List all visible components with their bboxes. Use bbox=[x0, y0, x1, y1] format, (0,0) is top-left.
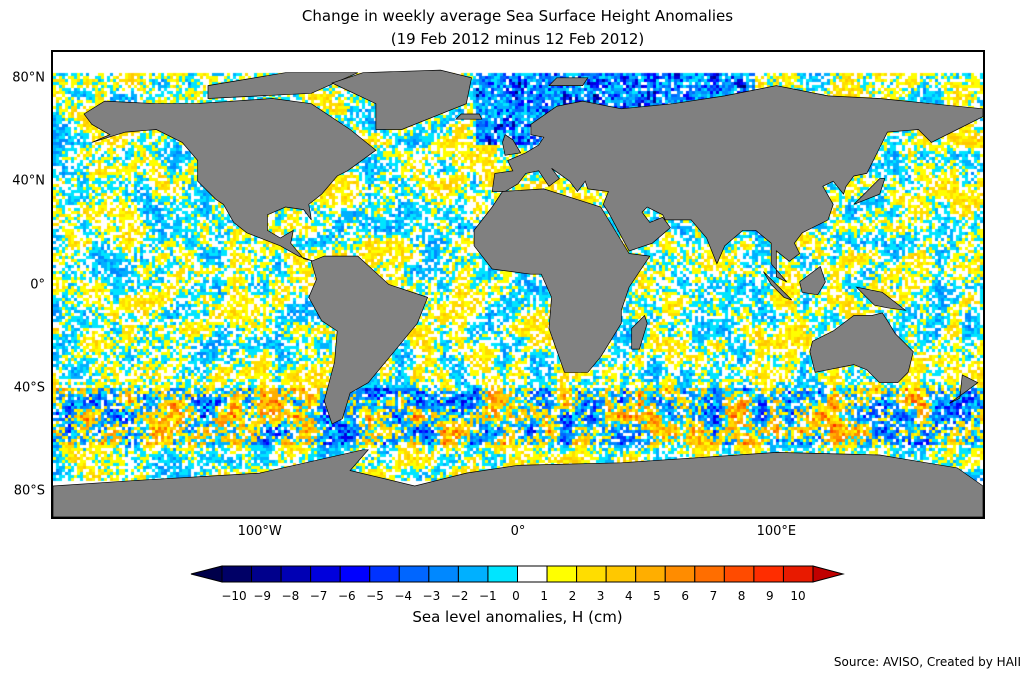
lat-tick-label: 80°N bbox=[12, 70, 45, 86]
landmass-sumatra bbox=[763, 271, 793, 301]
colorbar-bin bbox=[487, 565, 519, 583]
colorbar-bin bbox=[369, 565, 400, 583]
colorbar-tick-label: 3 bbox=[596, 589, 605, 603]
colorbar-tick-label: 6 bbox=[681, 589, 690, 603]
colorbar-tick-label: −9 bbox=[253, 589, 272, 603]
colorbar-bin bbox=[310, 565, 341, 583]
colorbar-bin bbox=[694, 565, 725, 583]
colorbar-tick-label: 4 bbox=[624, 589, 633, 603]
anomaly-map bbox=[51, 50, 985, 519]
colorbar-bin bbox=[339, 565, 371, 583]
landmass-uk bbox=[502, 134, 522, 156]
colorbar-tick-label: 5 bbox=[653, 589, 661, 603]
colorbar-tick-label: 0 bbox=[512, 589, 520, 603]
lat-tick-label: 40°S bbox=[13, 380, 45, 396]
colorbar-tick-label: −6 bbox=[337, 589, 356, 603]
colorbar-bin bbox=[517, 565, 548, 583]
landmass-borneo bbox=[799, 265, 826, 296]
colorbar bbox=[190, 565, 845, 583]
landmass-africa bbox=[473, 188, 651, 373]
colorbar-tick-label: −4 bbox=[394, 589, 413, 603]
lat-tick-label: 80°S bbox=[13, 483, 45, 499]
colorbar-under-extension bbox=[190, 565, 223, 583]
colorbar-tick-label: −5 bbox=[366, 589, 384, 603]
landmass-iceland bbox=[455, 113, 483, 120]
landmass-svalbard bbox=[548, 77, 589, 86]
colorbar-bin bbox=[664, 565, 696, 583]
landmass-canadian-arctic bbox=[207, 72, 358, 99]
landmass-antarctica bbox=[53, 449, 983, 517]
lon-tick-label: 0° bbox=[510, 524, 526, 539]
colorbar-bin bbox=[635, 565, 666, 583]
source-credit: Source: AVISO, Created by HAII bbox=[833, 655, 1021, 669]
colorbar-over-extension bbox=[812, 565, 845, 583]
colorbar-bin bbox=[546, 565, 578, 583]
colorbar-tick-label: 10 bbox=[790, 589, 806, 603]
lon-tick-label: 100°W bbox=[237, 524, 282, 539]
landmass-new-zealand bbox=[949, 374, 979, 404]
colorbar-tick-label: 8 bbox=[737, 589, 746, 603]
landmass-madagascar bbox=[631, 314, 648, 350]
colorbar-tick-label: −2 bbox=[450, 589, 469, 603]
land-mask bbox=[53, 69, 983, 517]
colorbar-bin bbox=[457, 565, 489, 583]
landmass-australia bbox=[809, 312, 914, 384]
colorbar-bin bbox=[605, 565, 637, 583]
landmass-north-america bbox=[83, 98, 377, 262]
landmass-greenland bbox=[331, 69, 472, 130]
colorbar-tick-label: −8 bbox=[281, 589, 300, 603]
lon-tick-label: 100°E bbox=[756, 524, 797, 539]
colorbar-bin bbox=[753, 565, 784, 583]
colorbar-tick-label: 2 bbox=[568, 589, 577, 603]
title-line-1: Change in weekly average Sea Surface Hei… bbox=[301, 7, 734, 25]
colorbar-label: Sea level anomalies, H (cm) bbox=[412, 608, 623, 626]
landmass-new-guinea bbox=[855, 286, 907, 311]
lat-tick-label: 40°N bbox=[12, 173, 45, 189]
colorbar-bin bbox=[782, 565, 814, 583]
colorbar-tick-label: 7 bbox=[709, 589, 718, 603]
colorbar-bin bbox=[280, 565, 312, 583]
landmass-eurasia bbox=[491, 85, 983, 283]
colorbar-tick-label: 9 bbox=[765, 589, 774, 603]
lat-tick-label: 0° bbox=[30, 277, 45, 292]
colorbar-tick-label: −1 bbox=[478, 589, 497, 603]
title-line-2: (19 Feb 2012 minus 12 Feb 2012) bbox=[390, 30, 645, 48]
colorbar-tick-label: −3 bbox=[422, 589, 441, 603]
colorbar-bin bbox=[398, 565, 430, 583]
colorbar-bin bbox=[576, 565, 607, 583]
colorbar-bin bbox=[251, 565, 282, 583]
landmass-south-america bbox=[308, 255, 429, 425]
colorbar-tick-label: 1 bbox=[540, 589, 549, 603]
colorbar-tick-label: −10 bbox=[221, 589, 247, 603]
colorbar-tick-label: −7 bbox=[309, 589, 328, 603]
colorbar-bin bbox=[221, 565, 253, 583]
colorbar-bin bbox=[428, 565, 459, 583]
landmass-japan bbox=[853, 178, 886, 205]
colorbar-bin bbox=[723, 565, 755, 583]
